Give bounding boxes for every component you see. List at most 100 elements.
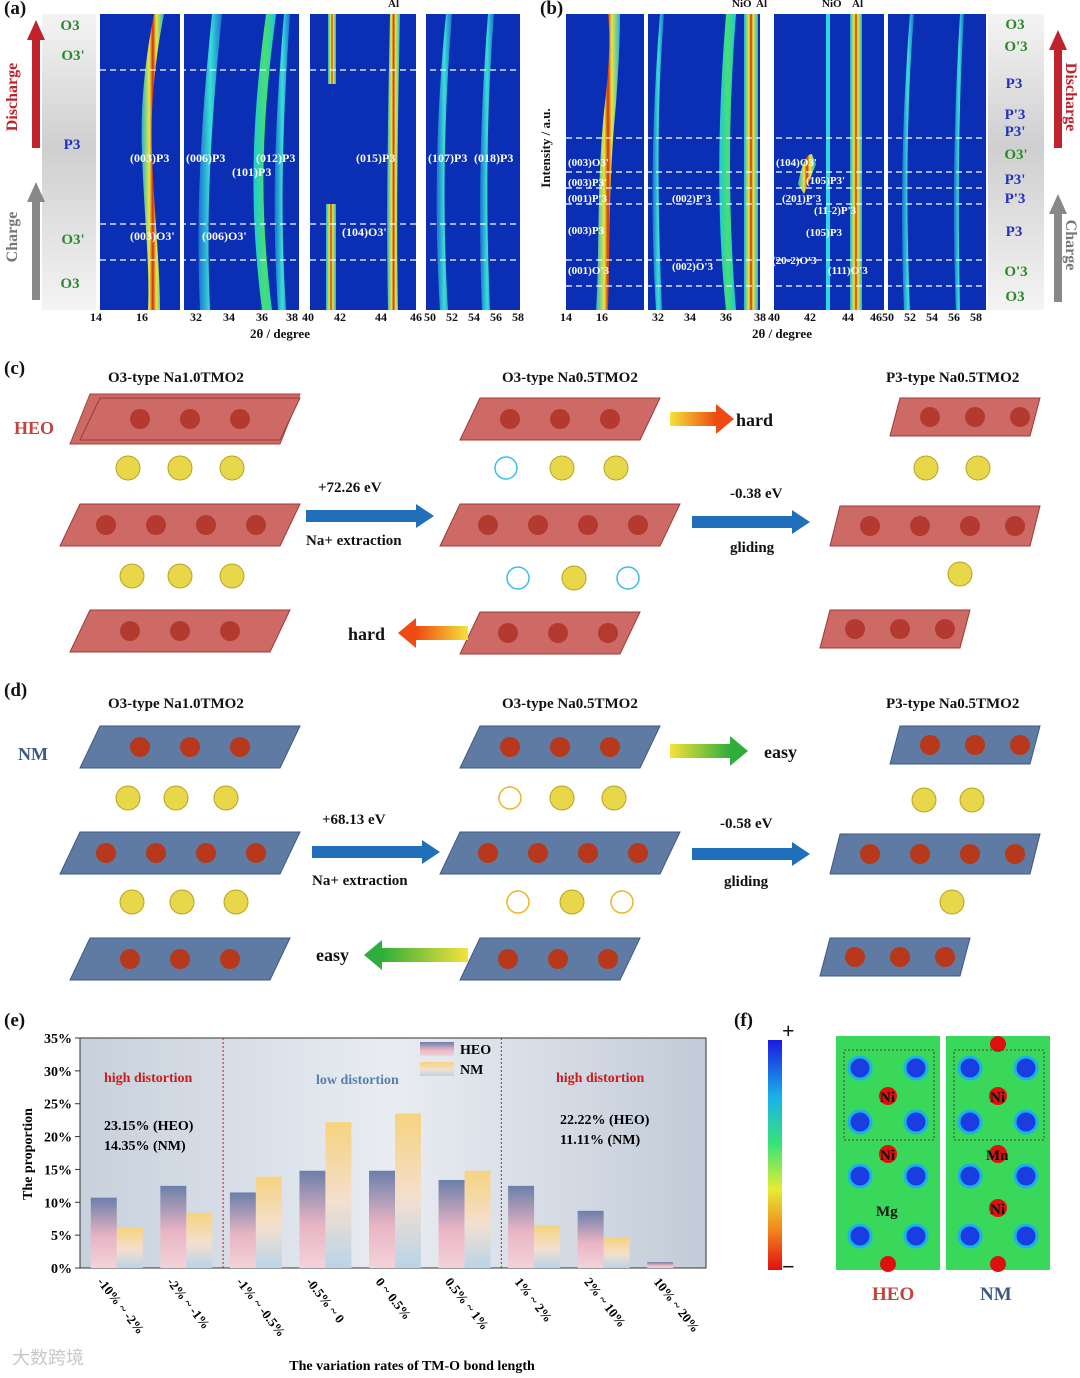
tick: 14 xyxy=(90,310,102,324)
tick: 44 xyxy=(375,310,387,324)
top-label-al: Al xyxy=(852,0,863,10)
panel-a-side-arrows xyxy=(27,20,45,300)
peak-annotation: (018)P3 xyxy=(474,151,513,165)
colorbar-minus: − xyxy=(782,1254,795,1279)
top-label-al: Al xyxy=(388,0,399,10)
x-tick-label: 10% ~ 20% xyxy=(651,1275,703,1336)
tick: 16 xyxy=(136,310,148,324)
material-label: HEO xyxy=(14,418,55,438)
tick: 42 xyxy=(334,310,346,324)
structure-title: O3-type Na1.0TMO2 xyxy=(108,696,244,712)
region-stat: 23.15% (HEO) xyxy=(104,1119,194,1134)
charge-label: Charge xyxy=(4,211,21,263)
tick: 52 xyxy=(904,310,916,324)
phase-label: O3 xyxy=(60,276,80,292)
panel-b-contour-maps: (003)O3' (003)P3' (001)P'3 (003)P3 (001)… xyxy=(566,14,986,310)
peak-annotation: (003)P3 xyxy=(568,225,605,237)
panel-a-xlabel: 2θ / degree xyxy=(250,326,310,341)
atom-label: Ni xyxy=(880,1090,895,1106)
phase-label: P3' xyxy=(1004,172,1026,188)
panel-b-ylabel: Intensity / a.u. xyxy=(538,108,553,188)
heo-structures xyxy=(59,393,1041,655)
y-tick-label: 5% xyxy=(51,1229,72,1244)
bar-nm xyxy=(116,1227,143,1268)
phase-label: O3' xyxy=(61,48,85,64)
x-tick-label: -10% ~ -2% xyxy=(94,1275,147,1337)
y-tick-label: 0% xyxy=(51,1262,72,1277)
peak-annotation: (002)O'3 xyxy=(672,261,713,273)
bar-heo xyxy=(369,1170,395,1268)
top-label-nio: NiO xyxy=(732,0,752,10)
tick: 54 xyxy=(468,310,480,324)
panel-b-ticks: 14 16 32 34 36 38 40 42 44 46 50 52 54 5… xyxy=(556,310,996,326)
bar-heo xyxy=(577,1210,604,1268)
structure-title: P3-type Na0.5TMO2 xyxy=(886,370,1020,386)
x-tick-label: 1% ~ 2% xyxy=(512,1275,556,1325)
tick: 58 xyxy=(512,310,524,324)
top-label-al: Al xyxy=(756,0,767,10)
bar-nm xyxy=(395,1113,421,1268)
nm-structures xyxy=(59,725,1041,981)
peak-annotation: (201)P'3 xyxy=(782,193,822,205)
colorbar xyxy=(768,1040,782,1270)
tick: 42 xyxy=(804,310,816,324)
legend-swatch-heo xyxy=(420,1042,454,1056)
phase-label: O'3 xyxy=(1004,39,1028,55)
region-title: low distortion xyxy=(316,1073,399,1088)
x-tick-label: 0 ~ 0.5% xyxy=(373,1275,415,1323)
phase-label: O3 xyxy=(60,18,80,34)
tick: 32 xyxy=(190,310,202,324)
tick: 54 xyxy=(926,310,938,324)
panel-a-phase-bar xyxy=(42,14,96,310)
tick: 14 xyxy=(560,310,572,324)
tick: 56 xyxy=(948,310,960,324)
bar-nm xyxy=(464,1170,491,1268)
region-title: high distortion xyxy=(104,1071,193,1086)
tick: 58 xyxy=(970,310,982,324)
panel-f-label: (f) xyxy=(734,1010,753,1031)
tick: 36 xyxy=(256,310,268,324)
phase-label: P'3 xyxy=(1004,191,1026,207)
tick: 46 xyxy=(410,310,422,324)
phase-label: P3 xyxy=(63,137,81,153)
atom-label: Mg xyxy=(876,1204,898,1220)
tick: 50 xyxy=(424,310,436,324)
phase-label: P3 xyxy=(1005,76,1023,92)
atom-label: Ni xyxy=(990,1202,1005,1218)
phase-label: O'3 xyxy=(1004,264,1028,280)
peak-annotation: (20-2)O'3 xyxy=(772,255,817,267)
structure-title: P3-type Na0.5TMO2 xyxy=(886,696,1020,712)
peak-annotation: (001)O'3 xyxy=(568,265,609,277)
peak-annotation: (002)P'3 xyxy=(672,193,712,205)
energy-label: +68.13 eV xyxy=(322,812,386,828)
map-label-heo: HEO xyxy=(872,1284,915,1305)
region-title: high distortion xyxy=(556,1071,645,1086)
tick: 38 xyxy=(286,310,298,324)
tick: 38 xyxy=(754,310,766,324)
peak-annotation: (006)O3' xyxy=(202,229,247,243)
x-tick-label: -0.5% ~ 0 xyxy=(303,1275,348,1326)
region-stat: 14.35% (NM) xyxy=(104,1139,186,1154)
peak-annotation: (104)O3' xyxy=(342,225,387,239)
panel-d-label: (d) xyxy=(4,680,28,701)
region-stat: 11.11% (NM) xyxy=(560,1133,640,1148)
y-tick-label: 15% xyxy=(44,1163,72,1178)
panel-b-xlabel: 2θ / degree xyxy=(752,326,812,341)
tick: 40 xyxy=(302,310,314,324)
tick: 50 xyxy=(882,310,894,324)
bar-heo xyxy=(90,1197,117,1268)
process-label: Na+ extraction xyxy=(312,873,408,889)
map-label-nm: NM xyxy=(980,1284,1012,1305)
peak-annotation: (003)O3' xyxy=(130,229,175,243)
peak-annotation: (003)O3' xyxy=(568,157,609,169)
charge-label: Charge xyxy=(1062,219,1079,271)
peak-annotation: (001)P'3 xyxy=(568,193,608,205)
process-label: Na+ extraction xyxy=(306,533,402,549)
bar-heo xyxy=(299,1170,326,1268)
phase-label: O3' xyxy=(1004,147,1028,163)
structure-title: O3-type Na1.0TMO2 xyxy=(108,370,244,386)
bar-nm xyxy=(534,1225,561,1268)
tick: 36 xyxy=(720,310,732,324)
discharge-label: Discharge xyxy=(4,62,21,132)
bar-nm xyxy=(603,1237,630,1268)
